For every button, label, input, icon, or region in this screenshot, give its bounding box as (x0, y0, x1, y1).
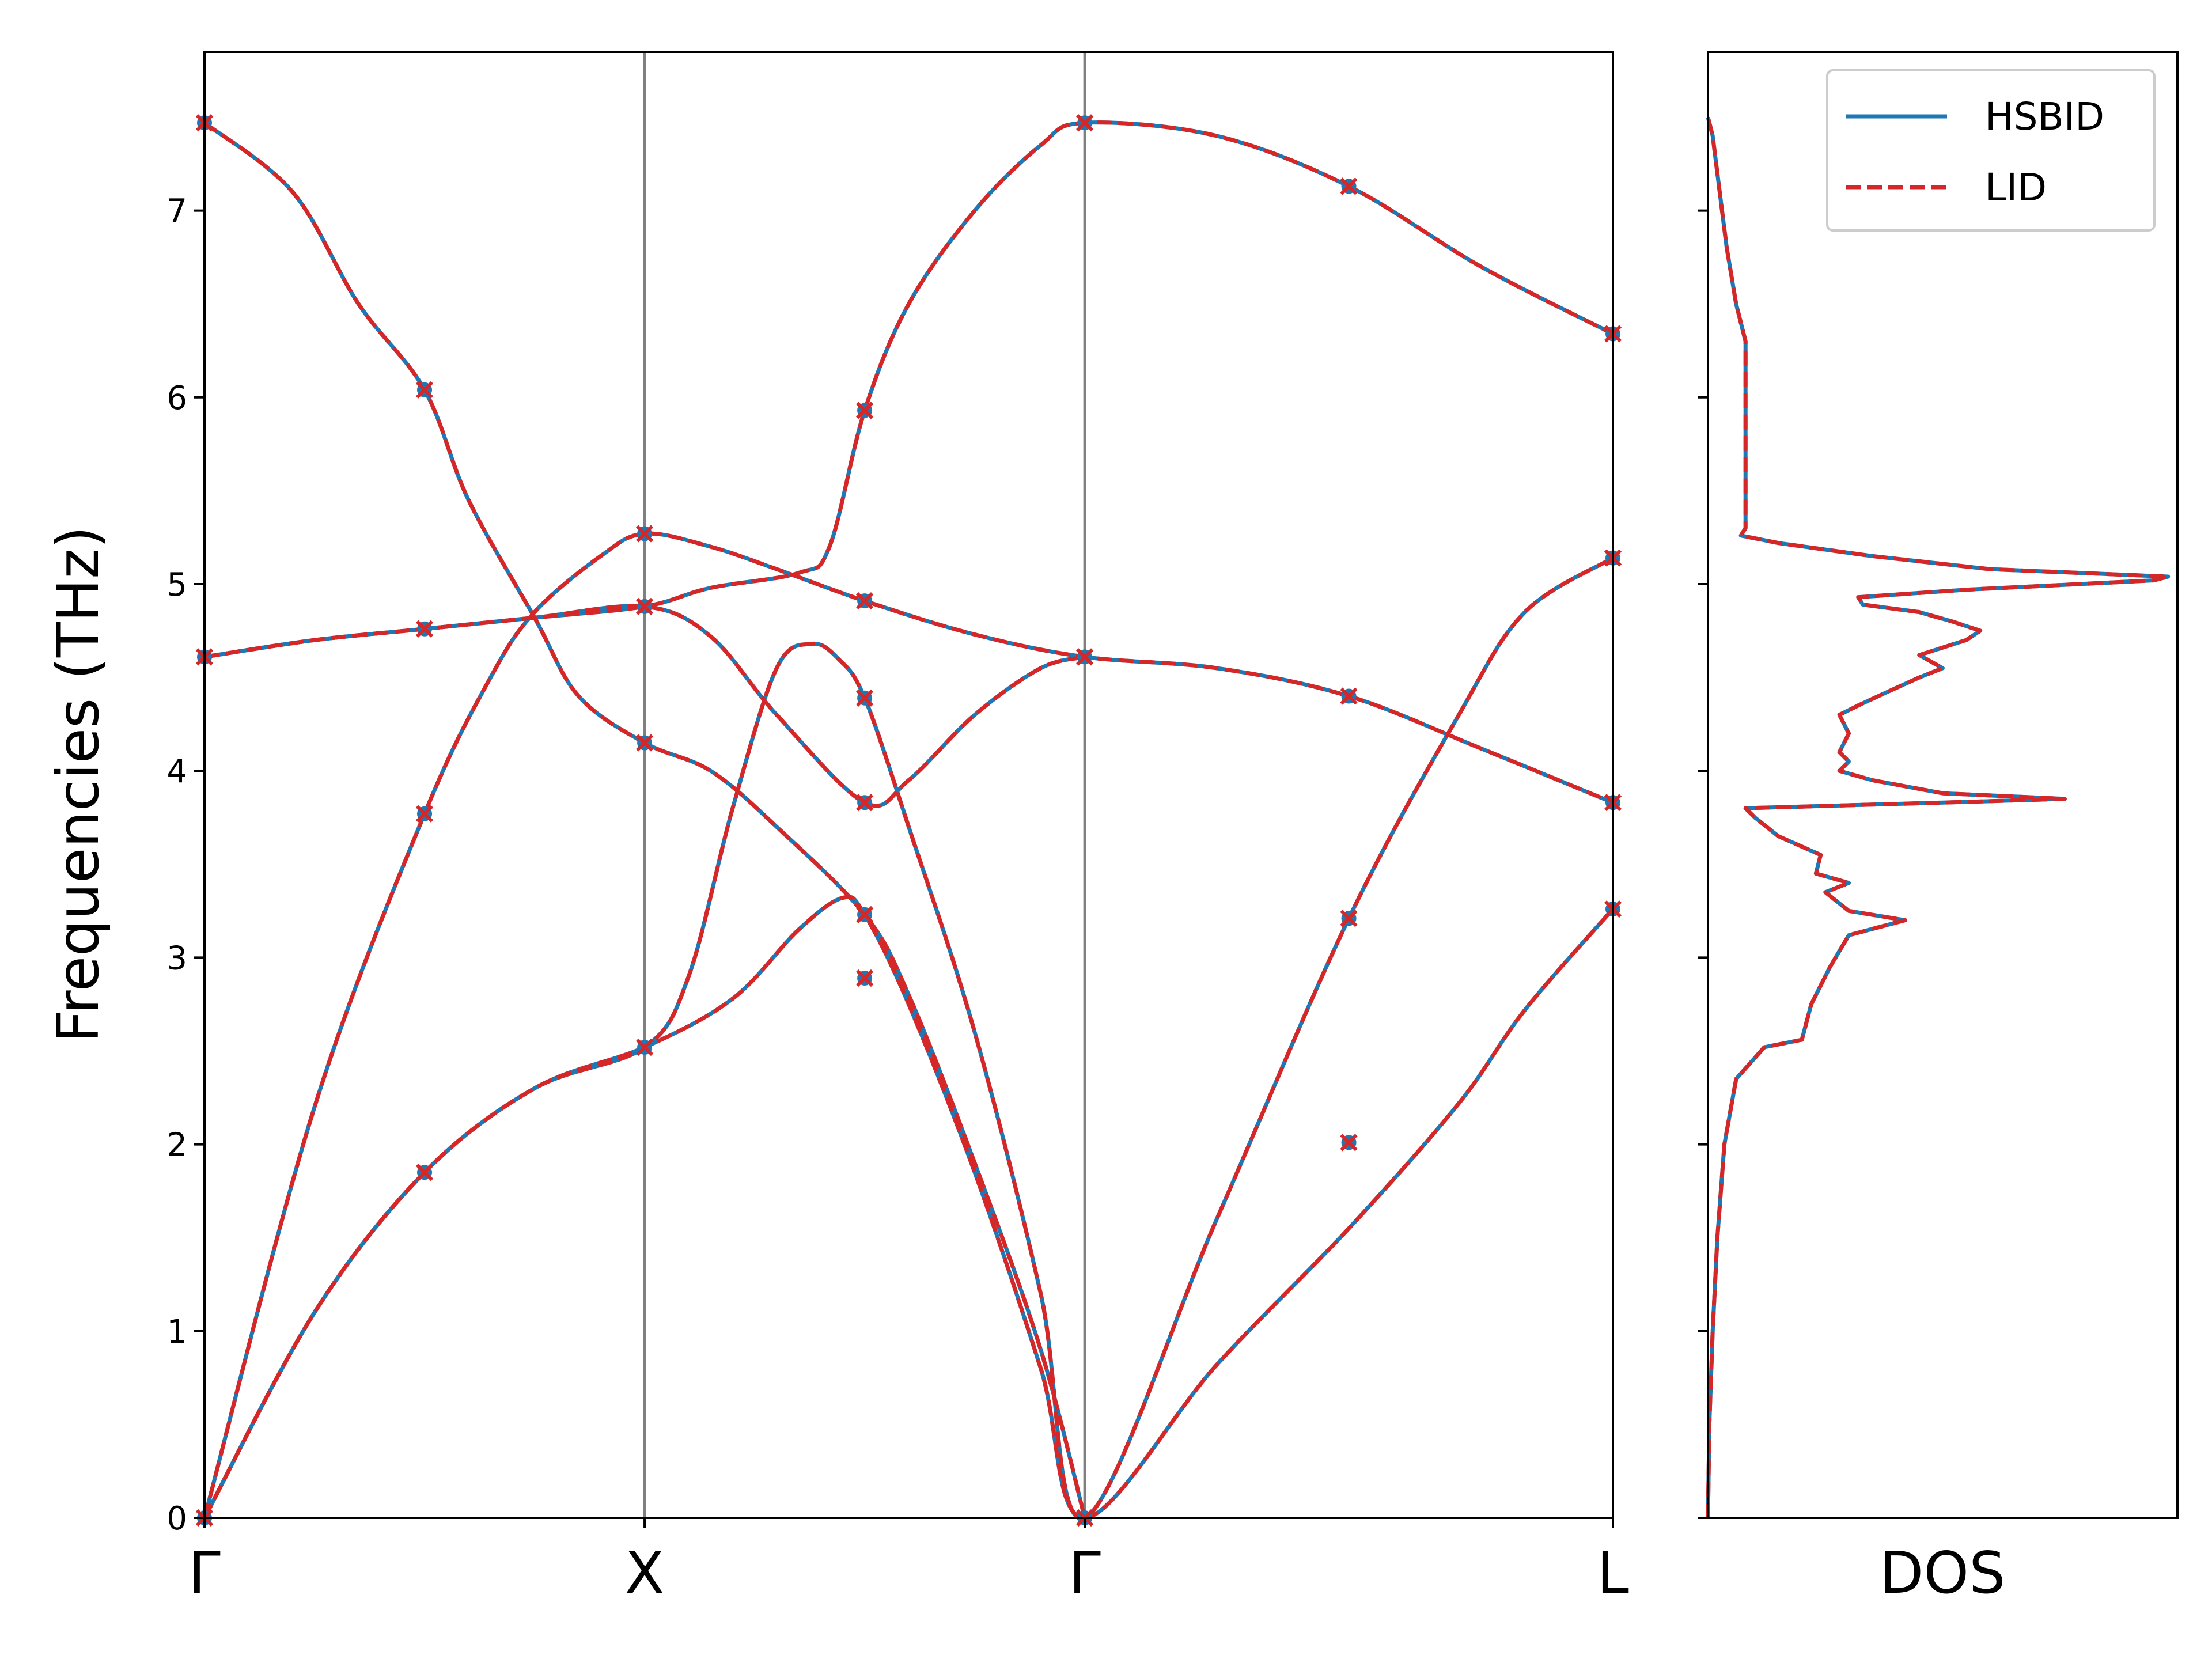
marker-lid-19 (1076, 114, 1094, 132)
band-ytick-label-5: 5 (166, 566, 187, 604)
legend: HSBID LID (1826, 69, 2156, 232)
marker-lid-4 (415, 805, 434, 823)
marker-lid-13 (855, 794, 874, 812)
dos-x-axis-title: DOS (1879, 1539, 2005, 1607)
marker-lid-14 (855, 689, 874, 707)
marker-lid-20 (1340, 1134, 1358, 1152)
marker-lid-23 (1340, 177, 1358, 195)
dos-series-lid (1706, 116, 2171, 1518)
marker-lid-18 (1076, 648, 1094, 666)
band-lid-lo (204, 604, 1085, 808)
dos-plot-frame (1707, 51, 2179, 1519)
marker-lid-8 (635, 734, 654, 752)
band-y-axis-ticks: 0 1 2 3 4 5 6 7 (166, 193, 204, 1537)
marker-lid-9 (635, 597, 654, 616)
marker-lid-21 (1340, 910, 1358, 927)
dos-panel: DOS HSBID LID (1698, 51, 2179, 1607)
marker-lid-3 (415, 1164, 434, 1181)
band-lid-to (203, 121, 1087, 1518)
marker-lid-7 (635, 1038, 654, 1056)
band-ytick-label-2: 2 (166, 1127, 187, 1164)
legend-box (1826, 69, 2156, 232)
band-plot-frame (203, 51, 1614, 1519)
legend-label-hsbid: HSBID (1985, 94, 2104, 139)
marker-lid-12 (855, 906, 874, 923)
marker-lid-5 (415, 620, 434, 638)
band-ytick-label-7: 7 (166, 193, 187, 230)
marker-lid-16 (855, 402, 874, 419)
marker-lid-6 (415, 381, 434, 399)
band-y-axis-title: Frequencies (THz) (44, 526, 112, 1043)
band-ytick-label-3: 3 (166, 940, 187, 977)
kpoint-label-3: L (1597, 1539, 1629, 1607)
band-series-lid (202, 120, 1615, 1521)
dos-curve-lid (1706, 116, 2171, 1518)
band-lid-ta-2 (202, 556, 1614, 1521)
band-ytick-label-6: 6 (166, 380, 187, 417)
band-ytick-label-4: 4 (166, 753, 187, 790)
marker-lid-10 (635, 525, 654, 543)
marker-lid-15 (855, 592, 874, 610)
band-ytick-label-0: 0 (166, 1500, 187, 1537)
band-ytick-label-1: 1 (166, 1313, 187, 1351)
marker-lid-11 (855, 969, 874, 987)
legend-label-lid: LID (1985, 165, 2047, 210)
dos-y-axis-ticks (1698, 209, 1708, 1519)
kpath-vertical-lines (643, 52, 1086, 1518)
band-structure-panel: 0 1 2 3 4 5 6 7 Γ X Γ L Frequencies (THz) (44, 51, 1629, 1607)
kpoint-label-2: Γ (1069, 1539, 1101, 1607)
kpoint-label-0: Γ (188, 1539, 221, 1607)
band-lid-la (202, 531, 1614, 1518)
marker-lid-22 (1340, 687, 1358, 705)
kpoint-label-1: X (625, 1539, 665, 1607)
